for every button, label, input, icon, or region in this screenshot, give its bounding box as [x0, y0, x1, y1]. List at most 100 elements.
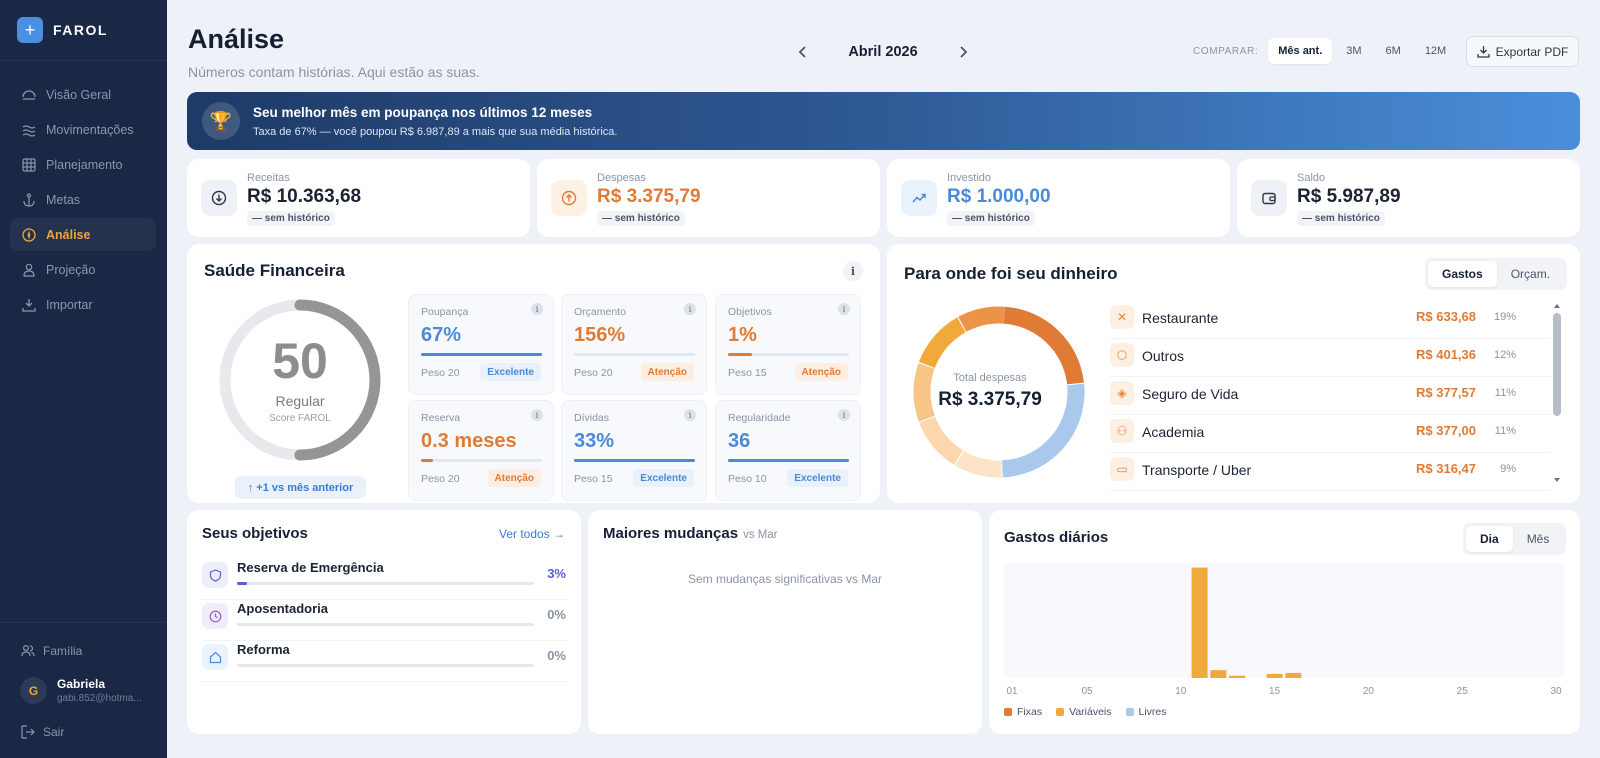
category-row[interactable]: ⬡ Outros R$ 401,36 12%: [1110, 340, 1550, 377]
stat-value: R$ 3.375,79: [597, 186, 701, 207]
donut-total-label: Total despesas: [953, 372, 1027, 384]
metric-value: 36: [728, 430, 751, 452]
compass-icon: [21, 227, 36, 242]
category-name: Outros: [1142, 348, 1185, 364]
stat-value: R$ 5.987,89: [1297, 186, 1401, 207]
changes-empty-message: Sem mudanças significativas vs Mar: [687, 572, 883, 586]
export-label: Exportar PDF: [1495, 44, 1569, 59]
compare-option-3m[interactable]: 3M: [1346, 45, 1362, 57]
sidebar-item-visao-geral[interactable]: Visão Geral: [10, 78, 156, 111]
objective-row[interactable]: Reforma 0%: [202, 642, 566, 682]
export-pdf-button[interactable]: Exportar PDF: [1466, 36, 1579, 67]
status-badge: Atenção: [487, 469, 541, 487]
compare-option-12m[interactable]: 12M: [1424, 45, 1447, 57]
sidebar-item-importar[interactable]: Importar: [10, 288, 156, 321]
sidebar-item-familia[interactable]: Família: [20, 643, 160, 658]
category-row[interactable]: ⚇ Academia R$ 377,00 11%: [1110, 416, 1550, 453]
category-scrollbar[interactable]: [1553, 302, 1561, 484]
legend-swatch: [1125, 708, 1134, 716]
objective-name: Reserva de Emergência: [237, 560, 384, 575]
info-icon[interactable]: i: [531, 409, 543, 421]
info-icon[interactable]: i: [531, 303, 543, 315]
sidebar-item-projecao[interactable]: Projeção: [10, 253, 156, 286]
sidebar-item-label: Análise: [46, 227, 91, 242]
compare-label: COMPARAR:: [1193, 45, 1259, 57]
info-icon[interactable]: i: [684, 303, 696, 315]
stat-history-badge: — sem histórico: [1297, 211, 1385, 226]
user-profile[interactable]: G Gabriela gabi.852@hotma...: [20, 677, 160, 704]
changes-card: [588, 510, 982, 734]
metric-weight: Peso 15: [574, 473, 613, 485]
objective-progress-bar: [237, 664, 534, 667]
info-icon[interactable]: i: [838, 409, 850, 421]
grid-icon: [21, 157, 36, 172]
daily-bar-chart: 01 05 10 15 20 25 30: [1004, 563, 1564, 697]
category-name: Academia: [1142, 424, 1205, 440]
trophy-icon: 🏆: [202, 102, 240, 140]
metric-weight: Peso 20: [421, 367, 460, 379]
chevron-left-icon[interactable]: [793, 42, 813, 62]
tab-dia[interactable]: Dia: [1466, 526, 1513, 552]
category-percent: 9%: [1500, 463, 1516, 475]
x-tick-label: 10: [1175, 686, 1187, 697]
month-navigator: Abril 2026: [793, 40, 973, 64]
page-title: Análise: [188, 24, 285, 54]
logo[interactable]: + FAROL: [17, 17, 108, 43]
info-icon[interactable]: i: [843, 261, 863, 281]
category-value: R$ 377,57: [1416, 385, 1476, 400]
info-icon[interactable]: i: [838, 303, 850, 315]
category-percent: 12%: [1493, 349, 1516, 361]
metric-progress-bar: [421, 459, 542, 462]
car-icon: ▭: [1110, 457, 1134, 481]
dumbbell-icon: ⚇: [1110, 419, 1134, 443]
stat-label: Saldo: [1297, 172, 1326, 184]
donut-segment: [913, 306, 1085, 478]
health-metric-card: Objetivos i 1% Peso 15 Atenção: [715, 294, 861, 395]
objective-percent: 0%: [547, 607, 566, 622]
metric-progress-fill: [574, 459, 695, 462]
health-metric-card: Orçamento i 156% Peso 20 Atenção: [561, 294, 707, 395]
sidebar-item-planejamento[interactable]: Planejamento: [10, 148, 156, 181]
scrollbar-thumb[interactable]: [1553, 313, 1561, 416]
chart-bar: [1191, 567, 1208, 678]
category-value: R$ 316,47: [1416, 461, 1476, 476]
metric-label: Reserva: [421, 412, 461, 424]
sidebar-item-label: Visão Geral: [46, 87, 112, 102]
tab-gastos[interactable]: Gastos: [1428, 261, 1497, 287]
see-all-link[interactable]: Ver todos →: [499, 527, 566, 541]
changes-header: Maiores mudanças vs Mar: [603, 525, 778, 542]
compare-option-6m[interactable]: 6M: [1385, 45, 1401, 57]
category-percent: 11%: [1494, 387, 1516, 399]
legend-swatch: [1056, 708, 1065, 716]
sidebar-item-analise[interactable]: Análise: [10, 218, 156, 251]
health-metric-card: Regularidade i 36 Peso 10 Excelente: [715, 400, 861, 501]
info-icon[interactable]: i: [684, 409, 696, 421]
sidebar-nav: Visão Geral Movimentações Planejamento M…: [10, 78, 156, 323]
tab-mes[interactable]: Mês: [1526, 532, 1550, 546]
tab-orcam[interactable]: Orçam.: [1510, 267, 1551, 281]
arrow-up-circle-icon: [551, 180, 587, 216]
category-row[interactable]: ▭ Transporte / Uber R$ 316,47 9%: [1110, 454, 1550, 491]
legend-label: Livres: [1138, 706, 1167, 718]
score-label: Regular: [275, 393, 325, 409]
home-icon: [202, 644, 228, 670]
objective-row[interactable]: Aposentadoria 0%: [202, 601, 566, 641]
sidebar-item-label: Metas: [46, 192, 81, 207]
chevron-right-icon[interactable]: [953, 42, 973, 62]
sidebar-item-movimentacoes[interactable]: Movimentações: [10, 113, 156, 146]
metric-label: Poupança: [421, 306, 469, 318]
metric-progress-fill: [421, 459, 434, 462]
category-row[interactable]: ✕ Restaurante R$ 633,68 19%: [1110, 302, 1550, 339]
objective-row[interactable]: Reserva de Emergência 3%: [202, 560, 566, 600]
metric-weight: Peso 20: [574, 367, 613, 379]
category-row[interactable]: ◈ Seguro de Vida R$ 377,57 11%: [1110, 378, 1550, 415]
stat-card-investido: Investido R$ 1.000,00 — sem histórico: [887, 159, 1230, 237]
download-icon: [1477, 45, 1490, 58]
compare-option-mes-ant[interactable]: Mês ant.: [1268, 38, 1333, 64]
metric-label: Orçamento: [574, 306, 626, 318]
users-icon: [20, 643, 35, 658]
dashboard-icon: [21, 87, 36, 102]
financial-health-title: Saúde Financeira: [204, 261, 345, 280]
sidebar-item-metas[interactable]: Metas: [10, 183, 156, 216]
logout-button[interactable]: Sair: [20, 724, 160, 739]
